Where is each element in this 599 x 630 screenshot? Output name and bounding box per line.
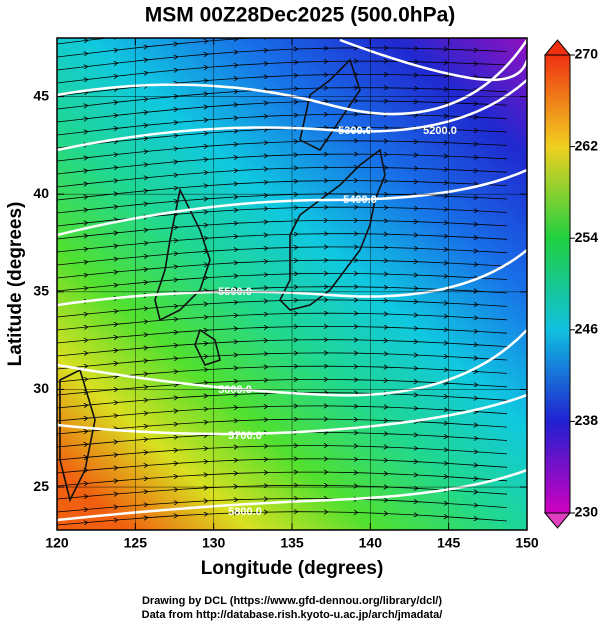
colorbar-tick-label: 254 <box>575 229 599 245</box>
colorbar-tick-label: 238 <box>575 412 599 428</box>
streamline <box>57 459 508 474</box>
contour-label: 5300.0 <box>338 125 372 137</box>
contours <box>57 38 527 522</box>
streamline <box>57 366 508 383</box>
x-tick-label: 135 <box>280 535 304 551</box>
y-tick-label: 35 <box>33 283 49 299</box>
colorbar-tick-label: 246 <box>575 321 599 337</box>
streamline <box>57 512 508 526</box>
footer-line: Drawing by DCL (https://www.gfd-dennou.o… <box>142 595 442 607</box>
x-tick-label: 140 <box>359 535 383 551</box>
streamline <box>57 353 508 370</box>
streamline <box>57 247 508 266</box>
streamline <box>57 300 508 318</box>
colorbar <box>544 54 571 514</box>
streamline <box>57 234 508 253</box>
contour-label: 5800.0 <box>228 506 262 518</box>
streamlines <box>57 38 508 526</box>
streamline <box>57 340 508 357</box>
footer-line: Data from http://database.rish.kyoto-u.a… <box>142 609 443 621</box>
streamline <box>57 260 508 279</box>
x-tick-label: 120 <box>45 535 69 551</box>
x-tick-label: 125 <box>124 535 148 551</box>
x-axis-label: Longitude (degrees) <box>201 558 384 579</box>
colorbar-tick-label: 262 <box>575 137 599 153</box>
streamline <box>57 326 508 344</box>
title: MSM 00Z28Dec2025 (500.0hPa) <box>145 4 456 27</box>
streamline <box>57 313 508 331</box>
streamline <box>57 419 508 435</box>
streamline <box>57 485 508 500</box>
contour-label: 5200.0 <box>423 125 457 137</box>
x-tick-label: 145 <box>437 535 461 551</box>
streamline <box>57 446 508 461</box>
streamline <box>57 406 508 422</box>
y-axis-label: Latitude (degrees) <box>5 202 26 367</box>
contour-label: 5700.0 <box>228 430 262 442</box>
y-tick-label: 45 <box>33 87 49 103</box>
contour-label: 5600.0 <box>218 384 252 396</box>
contour-label: 5400.0 <box>343 194 377 206</box>
x-tick-label: 150 <box>515 535 539 551</box>
x-tick-label: 130 <box>202 535 226 551</box>
y-tick-label: 30 <box>33 380 49 396</box>
colorbar-extend-min <box>543 512 572 529</box>
y-tick-label: 40 <box>33 185 49 201</box>
y-tick-label: 25 <box>33 478 49 494</box>
streamline <box>57 273 508 292</box>
colorbar-tick-label: 270 <box>575 46 599 62</box>
streamline <box>57 499 508 513</box>
streamline <box>57 472 508 487</box>
streamline <box>57 379 508 396</box>
colorbar-tick-label: 230 <box>575 504 599 520</box>
colorbar-extend-max <box>543 39 572 56</box>
